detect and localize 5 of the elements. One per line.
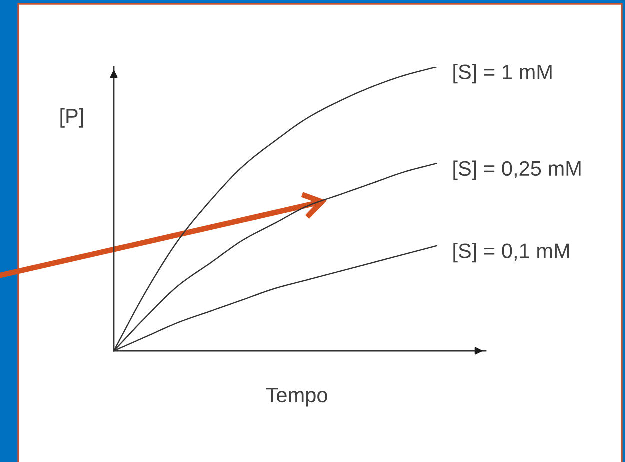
x-axis-title: Tempo <box>266 388 328 407</box>
series-label: [S] = 1 mM <box>454 64 552 84</box>
series-label: [S] = 0,1 mM <box>454 243 570 263</box>
y-axis-title: [P] <box>60 108 84 128</box>
series-label: [S] = 0,25 mM <box>454 160 581 180</box>
